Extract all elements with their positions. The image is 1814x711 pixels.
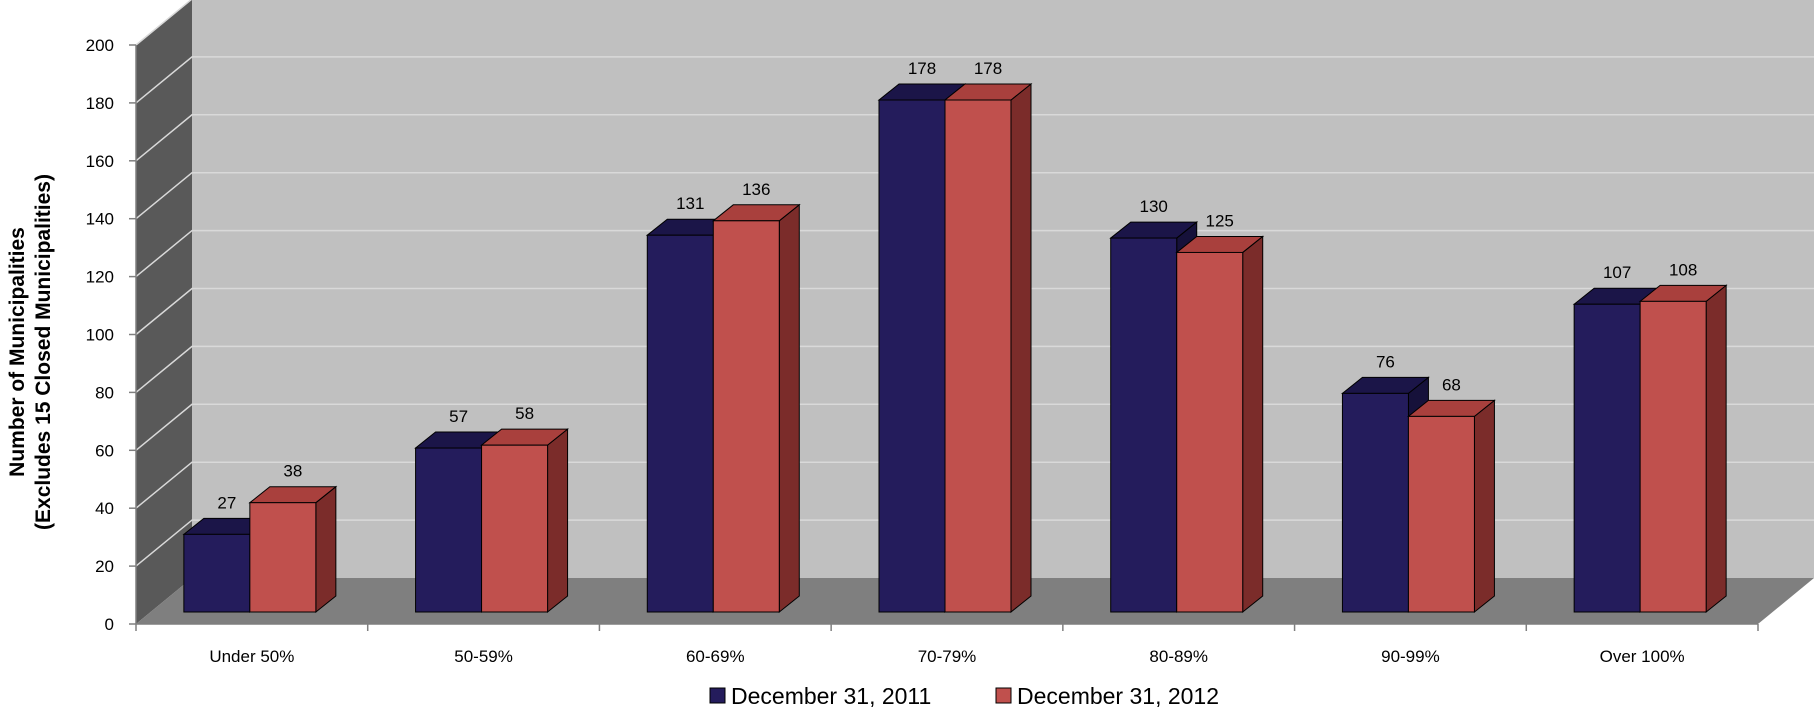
bar-2012 xyxy=(1638,284,1728,614)
bar-2012 xyxy=(248,485,338,614)
x-tick-label: 90-99% xyxy=(1381,647,1440,666)
data-label: 76 xyxy=(1376,352,1395,371)
data-label: 107 xyxy=(1603,263,1631,282)
legend-swatch xyxy=(709,687,726,704)
bar-2012 xyxy=(480,428,569,614)
gridline xyxy=(135,0,192,46)
legend-item: December 31, 2012 xyxy=(995,683,1219,709)
x-tick-label: 70-79% xyxy=(918,647,977,666)
x-tick-labels: Under 50% 50-59% 60-69% 70-79% 80-89% 90-99% O… xyxy=(209,647,1684,666)
x-tick-label: Over 100% xyxy=(1600,647,1685,666)
legend: December 31, 2011 December 31, 2012 xyxy=(709,683,1219,709)
bar-side xyxy=(315,485,337,614)
bar-side xyxy=(547,428,569,614)
y-axis-title: Number of Municipalities (Excludes 15 Cl… xyxy=(6,174,55,530)
data-label: 125 xyxy=(1206,211,1234,230)
y-axis-title-line1: Number of Municipalities xyxy=(6,227,29,477)
data-label: 57 xyxy=(449,407,468,426)
data-label: 38 xyxy=(283,462,302,481)
gridline xyxy=(135,287,1814,336)
data-label: 68 xyxy=(1442,375,1461,394)
gridline xyxy=(135,56,1814,104)
gridline xyxy=(135,229,1814,278)
y-tick-label: 120 xyxy=(86,268,114,287)
y-tick-label: 40 xyxy=(95,499,114,518)
axes xyxy=(129,44,1759,631)
bar-side xyxy=(1010,82,1032,614)
bar-front xyxy=(481,444,549,613)
legend-label: December 31, 2011 xyxy=(731,683,931,709)
bar-front xyxy=(249,502,317,613)
y-axis-title-line2: (Excludes 15 Closed Municipalities) xyxy=(32,174,55,530)
data-label: 131 xyxy=(676,194,704,213)
bar-side xyxy=(1705,284,1727,614)
gridline xyxy=(135,403,1814,451)
bar-front xyxy=(646,234,714,613)
x-tick-label: 80-89% xyxy=(1149,647,1208,666)
bar-2012 xyxy=(711,203,801,614)
bar-2012 xyxy=(1175,235,1265,614)
gridline xyxy=(135,461,1814,509)
bar-front xyxy=(1176,251,1244,613)
bar-front xyxy=(712,220,780,613)
data-labels: 27 38 57 58 131 136 178 178 130 125 76 68 107 108 xyxy=(217,59,1697,512)
y-tick-label: 140 xyxy=(86,210,114,229)
bar-2012 xyxy=(1407,399,1496,614)
data-label: 108 xyxy=(1669,260,1697,279)
data-label: 130 xyxy=(1140,197,1168,216)
data-label: 27 xyxy=(217,493,236,512)
bar-side xyxy=(778,203,800,614)
y-tick-label: 60 xyxy=(95,441,114,460)
y-tick-label: 180 xyxy=(86,94,114,113)
bar-front xyxy=(878,99,946,613)
data-label: 136 xyxy=(742,180,770,199)
legend-item: December 31, 2011 xyxy=(709,683,931,709)
y-tick-label: 80 xyxy=(95,383,114,402)
bar-front xyxy=(1639,300,1707,613)
bar-front xyxy=(944,99,1012,613)
data-label: 178 xyxy=(974,59,1002,78)
gridline xyxy=(135,171,1814,220)
legend-swatch xyxy=(995,687,1012,704)
x-tick-label: 50-59% xyxy=(454,647,513,666)
bar-front xyxy=(1341,392,1409,613)
bar-front xyxy=(415,447,483,613)
bar-front xyxy=(1407,415,1475,613)
x-tick-label: Under 50% xyxy=(209,647,294,666)
gridline xyxy=(135,345,1814,393)
y-tick-label: 0 xyxy=(105,615,114,634)
y-tick-label: 200 xyxy=(86,36,114,55)
y-tick-label: 100 xyxy=(86,326,114,345)
bar-front xyxy=(183,533,251,613)
gridline xyxy=(135,114,1814,162)
bar-front xyxy=(1110,237,1178,613)
data-label: 178 xyxy=(908,59,936,78)
bar-side xyxy=(1473,399,1495,614)
y-tick-label: 20 xyxy=(95,557,114,576)
gridline xyxy=(135,519,1814,567)
bar-side xyxy=(1242,235,1264,614)
y-tick-label: 160 xyxy=(86,152,114,171)
bars xyxy=(182,82,1728,614)
x-tick-label: 60-69% xyxy=(686,647,745,666)
data-label: 58 xyxy=(515,404,534,423)
bar-2012 xyxy=(943,82,1033,614)
bar-front xyxy=(1573,303,1641,613)
gridlines xyxy=(135,0,1814,567)
legend-label: December 31, 2012 xyxy=(1017,683,1219,709)
y-tick-labels: 0 20 40 60 80 100 120 140 160 180 200 xyxy=(86,36,114,634)
